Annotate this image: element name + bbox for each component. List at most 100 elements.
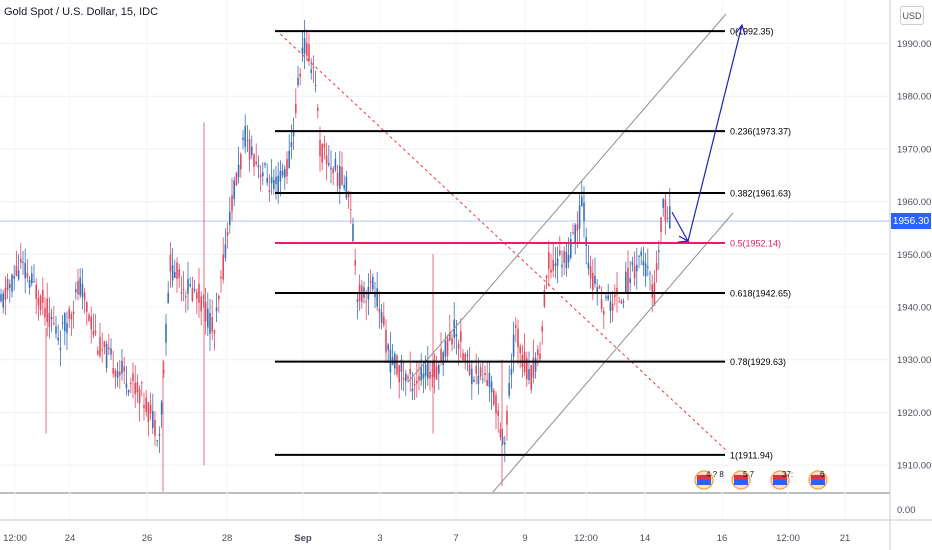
- candle-body: [644, 263, 647, 277]
- candle-body: [81, 283, 84, 297]
- trendline-dashed[interactable]: [275, 29, 729, 453]
- candle-body: [202, 296, 205, 298]
- candle-body: [66, 323, 68, 334]
- candle-body: [611, 303, 614, 311]
- candle-body: [240, 154, 242, 170]
- candle-body: [411, 388, 414, 392]
- candle-body: [578, 205, 581, 229]
- candle-body: [669, 206, 671, 229]
- candle-body: [378, 308, 381, 313]
- candle-body: [616, 287, 618, 295]
- event-flag-icon[interactable]: 6: [808, 470, 828, 490]
- fib-level-label: 0(1992.35): [730, 27, 774, 37]
- candle-body: [334, 158, 337, 170]
- candle-body: [422, 373, 425, 379]
- candle-body: [204, 301, 207, 322]
- event-flag-icon[interactable]: 5 7: [731, 470, 755, 490]
- channel-upper[interactable]: [407, 13, 727, 383]
- candle-body: [543, 290, 546, 307]
- candle-body: [116, 371, 119, 378]
- drawing-overlays: 0(1992.35) 0.236(1973.37) 0.382(1961.63) 0.…: [275, 13, 828, 493]
- candle-body: [191, 288, 194, 301]
- candle-body: [229, 211, 231, 225]
- candle-body: [372, 276, 374, 290]
- candle-body: [658, 250, 660, 253]
- candle-body: [33, 281, 35, 283]
- candle-body: [572, 232, 574, 234]
- candle-body: [475, 365, 477, 374]
- channel-lower[interactable]: [492, 212, 734, 493]
- candle-body: [440, 348, 442, 361]
- event-flag-icon[interactable]: 37:: [770, 470, 793, 490]
- candle-body: [215, 307, 218, 312]
- candle-body: [141, 382, 143, 384]
- candle-body: [72, 311, 75, 315]
- time-tick-label: 24: [65, 533, 76, 544]
- candle-body: [380, 312, 383, 324]
- candle-body: [97, 350, 99, 355]
- price-tick-label: 1980.00: [897, 92, 931, 103]
- candle-body: [517, 328, 519, 348]
- candle-body: [565, 251, 568, 269]
- candle-body: [477, 375, 480, 385]
- candle-body: [435, 366, 438, 380]
- candle-body: [563, 250, 565, 263]
- candle-body: [251, 146, 253, 156]
- candle-body: [603, 310, 605, 315]
- candle-body: [317, 107, 319, 111]
- candle-body: [385, 329, 387, 353]
- time-tick-label: 12:00: [3, 533, 27, 544]
- candle-body: [35, 284, 37, 299]
- candle-body: [171, 265, 174, 281]
- candle-body: [398, 365, 400, 383]
- candle-body: [299, 73, 301, 77]
- candle-body: [156, 440, 158, 442]
- candle-body: [209, 312, 211, 334]
- candle-body: [519, 346, 521, 354]
- candle-body: [605, 296, 607, 298]
- candle-body: [387, 344, 389, 351]
- candle-body: [222, 254, 224, 280]
- candle-body: [143, 404, 145, 409]
- candle-body: [200, 296, 202, 312]
- candle-body: [356, 299, 359, 302]
- candle-body: [633, 265, 636, 279]
- candle-body: [198, 283, 200, 303]
- candle-body: [620, 300, 623, 304]
- candle-body: [400, 359, 403, 372]
- candle-body: [328, 163, 330, 166]
- candle-body: [169, 254, 172, 272]
- candle-body: [77, 280, 79, 295]
- candle-body: [570, 239, 572, 258]
- candle-body: [68, 308, 70, 319]
- candle-body: [479, 367, 482, 377]
- event-flag-icon[interactable]: 4 ? 8: [694, 470, 724, 490]
- symbol-title: Gold Spot / U.S. Dollar, 15, IDC: [4, 6, 159, 18]
- candle-body: [339, 165, 341, 189]
- candle-body: [11, 274, 13, 292]
- candle-body: [24, 262, 26, 279]
- candle-body: [664, 199, 667, 221]
- candle-body: [545, 275, 548, 279]
- candle-body: [464, 354, 466, 361]
- candle-body: [50, 316, 53, 320]
- time-tick-label: 3: [377, 533, 382, 544]
- candle-body: [609, 301, 612, 311]
- candle-body: [341, 166, 343, 185]
- candle-body: [427, 361, 429, 379]
- candle-body: [70, 314, 73, 320]
- candle-body: [306, 42, 308, 56]
- candle-body: [125, 383, 128, 389]
- candle-body: [482, 378, 484, 380]
- candle-body: [526, 358, 528, 380]
- candle-body: [180, 292, 183, 294]
- candle-body: [17, 270, 20, 280]
- candle-body: [237, 164, 240, 178]
- currency-button[interactable]: USD: [900, 6, 924, 25]
- candle-body: [149, 404, 152, 414]
- fib-level-label: 0.236(1973.37): [730, 127, 791, 137]
- candle-body: [512, 334, 515, 357]
- candle-body: [57, 337, 59, 341]
